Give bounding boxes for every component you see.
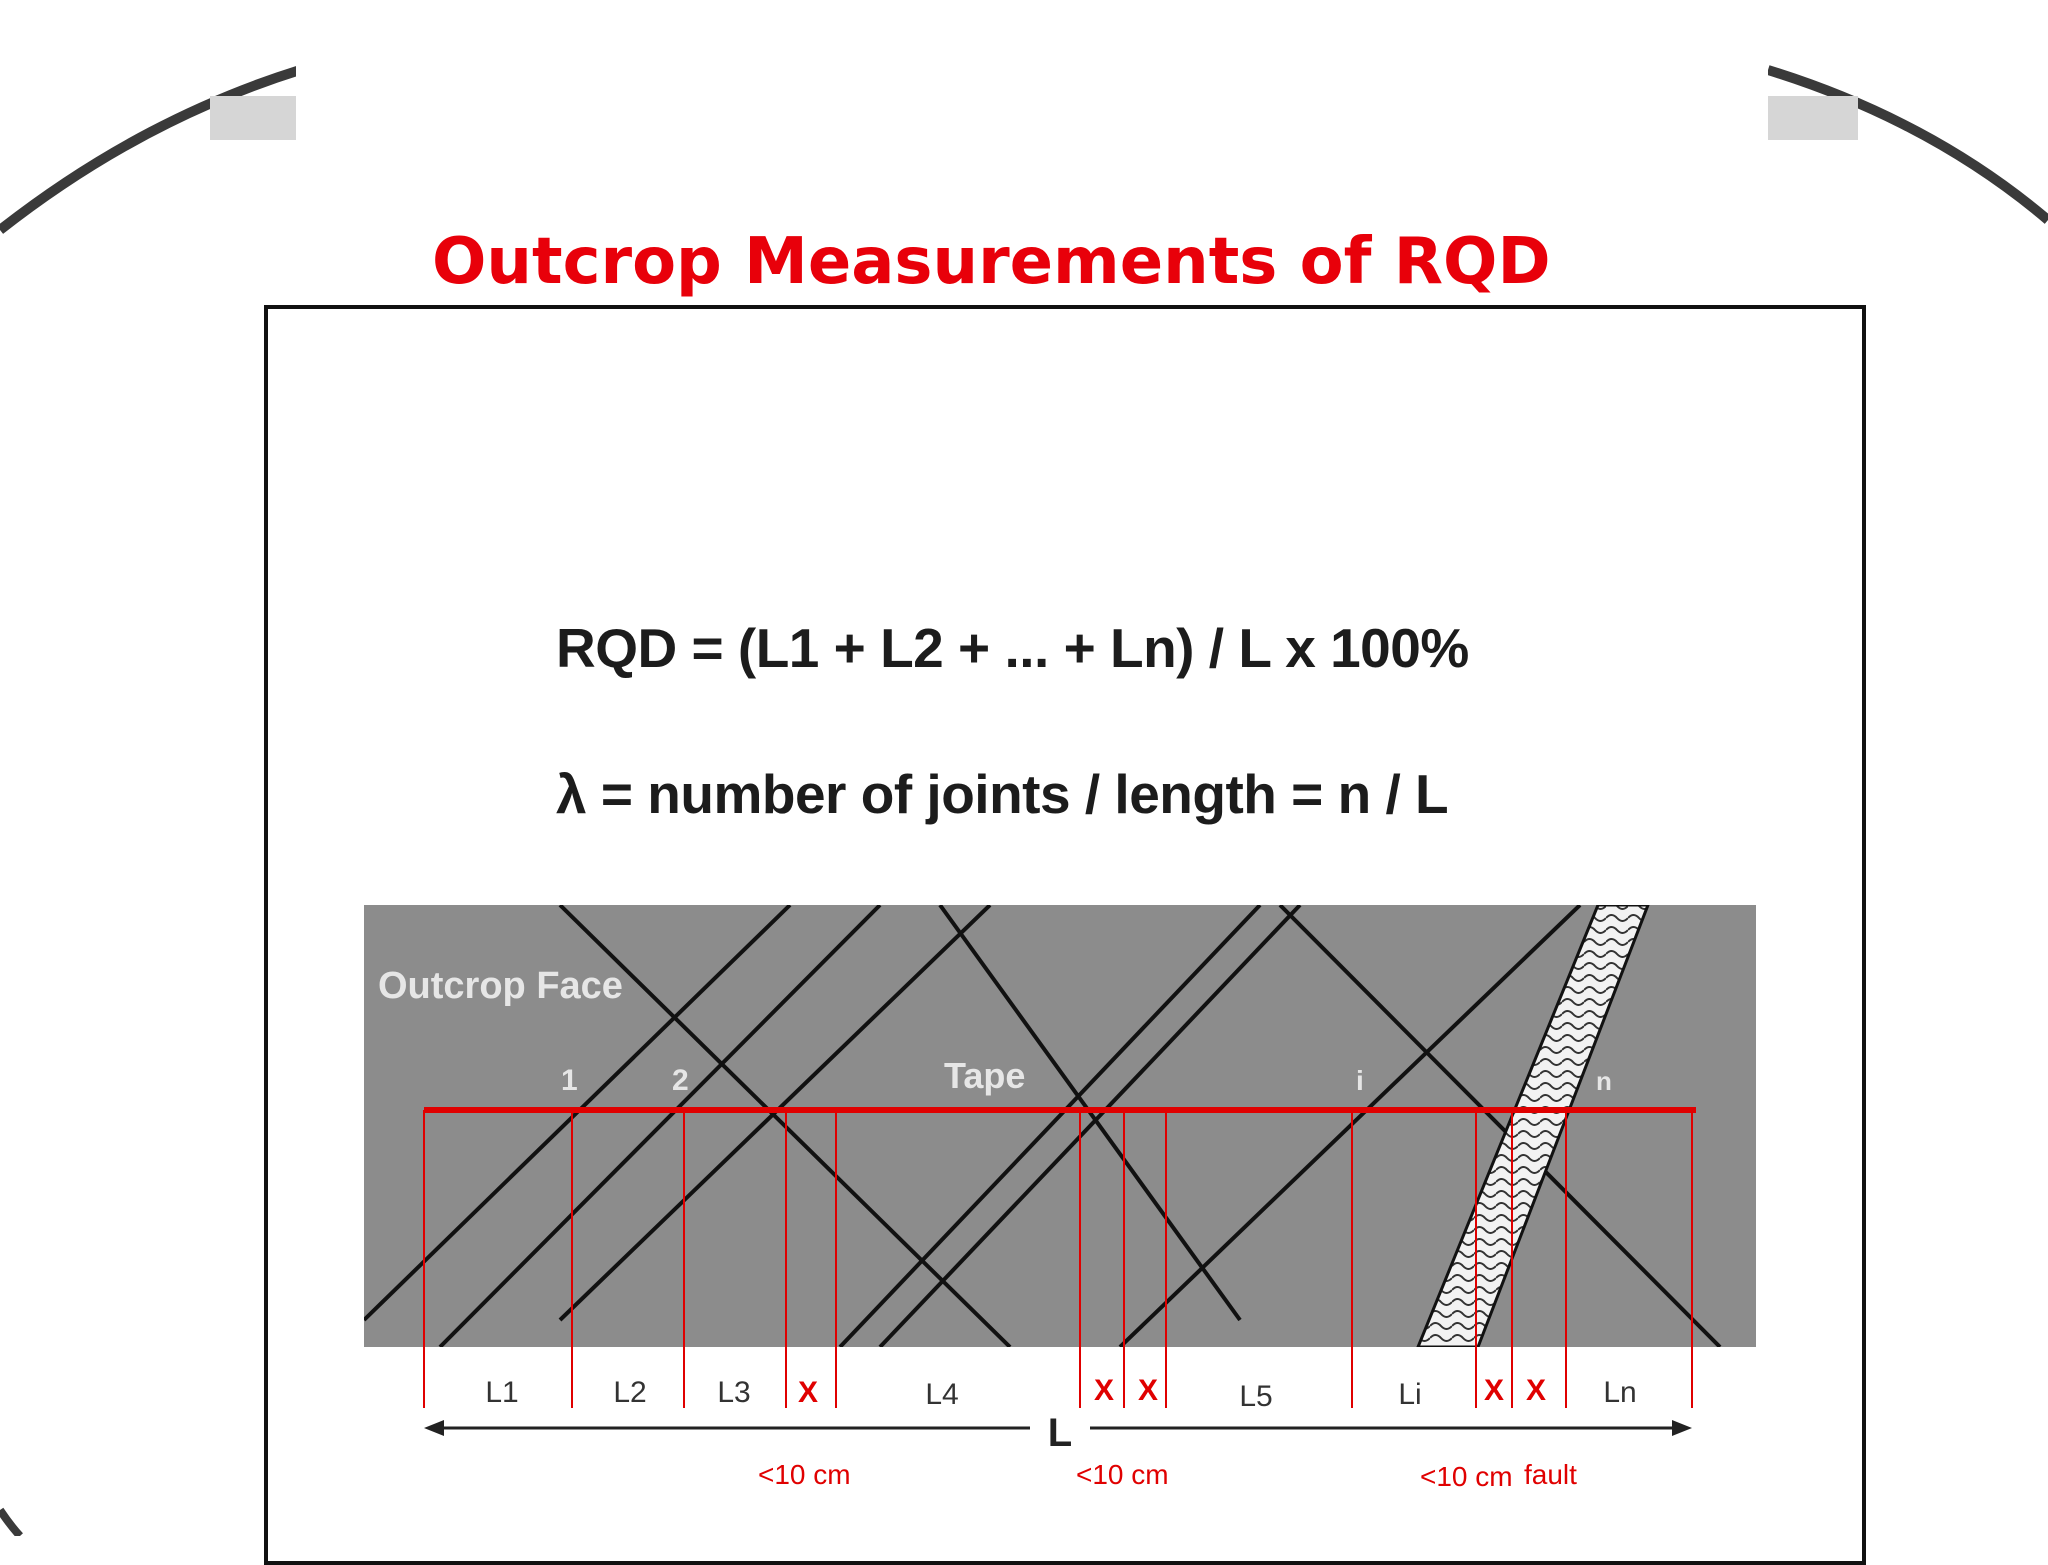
arrow-left-head: [424, 1420, 444, 1436]
segment-label-li: Li: [1398, 1378, 1421, 1411]
fault-label: fault: [1524, 1459, 1577, 1490]
outcrop-face-label: Outcrop Face: [378, 965, 623, 1007]
right-lens-curve: [1766, 65, 2048, 224]
segment-label-x: X: [798, 1376, 818, 1409]
tape-label: Tape: [944, 1055, 1025, 1096]
segment-label-l2: L2: [613, 1376, 646, 1409]
small-piece-note: <10 cm: [758, 1459, 851, 1490]
segment-label-l1: L1: [485, 1376, 518, 1409]
joint-label-n: n: [1596, 1066, 1612, 1096]
small-piece-note: <10 cm: [1420, 1461, 1513, 1492]
tape-intersection-ticks: [423, 1110, 1693, 1408]
small-piece-notes: <10 cm <10 cm <10 cm fault: [758, 1459, 1577, 1492]
segment-label-x: X: [1094, 1374, 1114, 1407]
joint-label-i: i: [1356, 1065, 1364, 1096]
joint-label-2: 2: [672, 1064, 689, 1097]
tape-measure: [423, 1107, 1696, 1408]
left-lens-curve: [0, 65, 302, 234]
joint-line: [1118, 905, 1582, 1347]
segment-labels: L1 L2 L3 X L4 X X L5 Li X X Ln: [485, 1374, 1636, 1413]
header-white-panel: [296, 0, 1768, 170]
lambda-formula: λ = number of joints / length = n / L: [556, 763, 1449, 825]
total-length-arrow: [424, 1420, 1692, 1436]
left-lower-curve: [0, 1507, 23, 1536]
slide-title: Outcrop Measurements of RQD: [432, 225, 1551, 299]
small-piece-note: <10 cm: [1076, 1459, 1169, 1490]
left-toolbar-strip: [210, 96, 300, 140]
joint-line: [1278, 905, 1722, 1347]
segment-label-l3: L3: [717, 1376, 750, 1409]
total-length-label: L: [1048, 1411, 1072, 1455]
segment-label-x: X: [1138, 1374, 1158, 1407]
joint-line: [438, 905, 882, 1347]
segment-label-ln: Ln: [1603, 1376, 1636, 1409]
joint-label-1: 1: [561, 1064, 578, 1097]
right-toolbar-strip: [1768, 96, 1858, 140]
segment-label-l5: L5: [1239, 1380, 1272, 1413]
joint-line: [878, 905, 1302, 1347]
segment-label-x: X: [1484, 1374, 1504, 1407]
joint-line: [838, 905, 1262, 1347]
segment-label-l4: L4: [925, 1378, 958, 1411]
segment-label-x: X: [1526, 1374, 1546, 1407]
rqd-formula: RQD = (L1 + L2 + ... + Ln) / L x 100%: [556, 617, 1469, 679]
arrow-right-head: [1672, 1420, 1692, 1436]
